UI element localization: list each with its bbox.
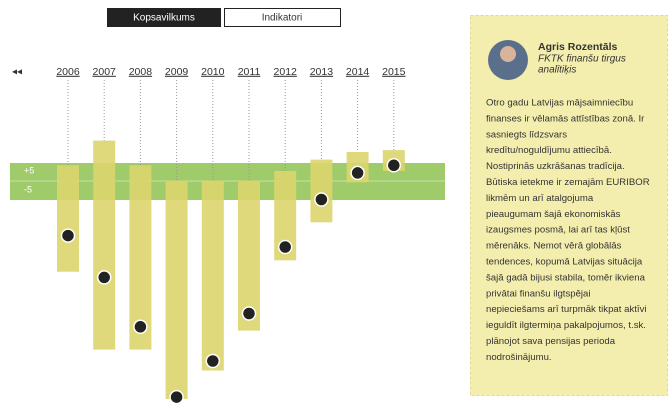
bar [238, 180, 260, 331]
bar [274, 171, 297, 261]
year-label[interactable]: 2008 [129, 66, 153, 78]
dot [314, 192, 329, 207]
author-name: Agris Rozentāls [538, 41, 618, 53]
paragraph-line: plānojot sava pensijas perioda [486, 336, 616, 347]
author-role: analītiķis [538, 65, 576, 76]
year-label[interactable]: 2010 [201, 66, 225, 78]
tab-label[interactable]: Kopsavilkums [133, 13, 195, 24]
dot [60, 228, 76, 243]
dot [277, 239, 293, 255]
paragraph-line: finanses ir vēlamās attīstības zonā. Ir [486, 113, 645, 124]
year-label[interactable]: 2015 [382, 66, 406, 78]
bar [165, 180, 188, 399]
year-label[interactable]: 2011 [238, 66, 261, 78]
dot [133, 319, 148, 335]
year-label[interactable]: 2012 [274, 66, 298, 78]
dot [96, 270, 112, 285]
tab-label[interactable]: Indikatori [262, 13, 303, 24]
paragraph-line: sasniegts līdzsvars [486, 129, 567, 140]
paragraph-line: ieguldīt ilgtermiņa pakalpojumos, t.sk. [486, 320, 646, 331]
nav-back[interactable]: ◂◂ [12, 67, 22, 78]
paragraph-line: nodrošinājumu. [486, 352, 552, 363]
dot [169, 389, 184, 405]
author-role: FKTK finanšu tirgus [538, 54, 626, 65]
year-label[interactable]: 2014 [346, 66, 370, 78]
bar [310, 159, 333, 223]
year-label[interactable]: 2013 [310, 66, 334, 78]
dot [386, 158, 402, 173]
dot [205, 353, 221, 369]
year-label[interactable]: 2006 [56, 66, 80, 78]
chart: +5 -5 2006 2007 2008 2009 2010 2011 2012 2013 2014… [24, 66, 406, 405]
paragraph-line: šajā gadā bijusi stabila, tomēr ikviena [486, 272, 646, 283]
y-tick-label: -5 [24, 184, 32, 194]
dot [350, 165, 365, 181]
year-label[interactable]: 2007 [93, 66, 117, 78]
tab-active[interactable] [107, 8, 221, 27]
dot [241, 306, 257, 321]
paragraph-line: likmēm un arī atalgojuma [486, 193, 594, 204]
bar [93, 140, 116, 350]
paragraph-line: nepieciešams arī turpmāk tikpat aktīvi [486, 304, 647, 315]
paragraph-line: Otro gadu Latvijas mājsaimniecību [486, 98, 633, 109]
paragraph-line: kredītu/noguldījumu attiecībā. [486, 145, 612, 156]
paragraph: Otro gadu Latvijas mājsaimniecību finanse… [486, 98, 650, 363]
year-label[interactable]: 2009 [165, 66, 189, 78]
paragraph-line: tendences, kopumā Latvijas situācija [486, 257, 643, 268]
paragraph-line: pieaugumam šajā ekonomiskās [486, 209, 621, 220]
tab[interactable] [224, 8, 341, 27]
bar [201, 180, 224, 371]
paragraph-line: privātai finanšu ilgtspējai [486, 288, 591, 299]
y-tick-label: +5 [24, 165, 34, 175]
paragraph-line: Nostiprinās uzkrāšanas tradīcija. [486, 161, 625, 172]
paragraph-line: mērenāks. Nemot vērā globālās [486, 241, 622, 252]
bar [57, 165, 79, 272]
avatar-face [500, 46, 516, 62]
paragraph-line: Būtiska ietekme ir zemajām EURIBOR [486, 177, 650, 188]
bar [129, 165, 152, 350]
paragraph-line: izaugsmes posmā, lai arī tas kļūst [486, 225, 630, 236]
